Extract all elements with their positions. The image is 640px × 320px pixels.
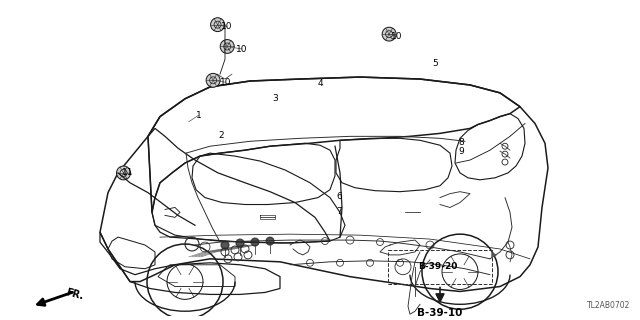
Text: 2: 2	[218, 132, 223, 140]
Text: TL2AB0702: TL2AB0702	[587, 301, 630, 310]
Text: FR.: FR.	[65, 287, 85, 301]
Text: 5: 5	[433, 59, 438, 68]
Polygon shape	[266, 237, 274, 245]
Text: B-39-10: B-39-10	[417, 308, 463, 318]
Circle shape	[116, 166, 131, 180]
Text: 9: 9	[458, 147, 463, 156]
Text: 10: 10	[221, 22, 233, 31]
Polygon shape	[236, 239, 244, 247]
Text: 10: 10	[236, 44, 248, 53]
Text: 3: 3	[273, 93, 278, 102]
Text: 8: 8	[458, 138, 463, 147]
Circle shape	[206, 73, 220, 87]
Text: B-39-20: B-39-20	[418, 262, 458, 271]
Circle shape	[382, 27, 396, 41]
Text: 7: 7	[337, 207, 342, 216]
Text: 6: 6	[337, 191, 342, 201]
Text: 11: 11	[122, 168, 134, 177]
Text: 10: 10	[220, 78, 231, 87]
Circle shape	[220, 40, 234, 53]
Polygon shape	[251, 238, 259, 246]
Text: 1: 1	[196, 111, 201, 120]
Polygon shape	[221, 241, 229, 249]
Text: 4: 4	[317, 79, 323, 88]
Circle shape	[211, 18, 225, 32]
Text: 10: 10	[391, 32, 403, 41]
